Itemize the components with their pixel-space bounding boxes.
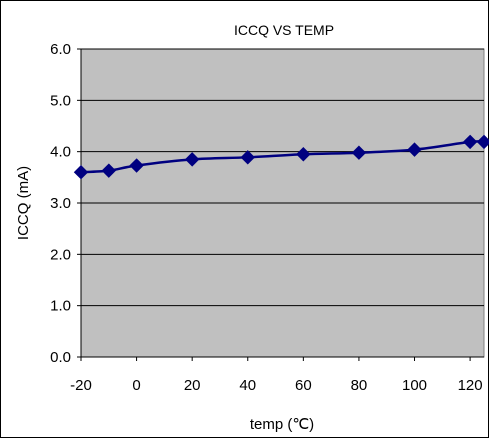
x-tick-label: 40 xyxy=(239,377,256,394)
x-tick-labels: -20 0 20 40 60 80 100 120 xyxy=(70,377,482,394)
x-tick-label: -20 xyxy=(70,377,92,394)
x-axis-label: temp (℃) xyxy=(250,416,314,433)
y-tick-label: 4.0 xyxy=(50,144,71,161)
y-tick-label: 2.0 xyxy=(50,246,71,263)
chart-title: ICCQ VS TEMP xyxy=(234,22,334,38)
y-axis-label: ICCQ (mA) xyxy=(15,166,32,240)
y-tick-label: 1.0 xyxy=(50,298,71,315)
y-tick-label: 5.0 xyxy=(50,92,71,109)
y-tick-label: 3.0 xyxy=(50,195,71,212)
x-tick-label: 80 xyxy=(351,377,368,394)
x-tick-label: 120 xyxy=(458,377,483,394)
y-tick-label: 6.0 xyxy=(50,41,71,58)
y-tick-labels: 0.0 1.0 2.0 3.0 4.0 5.0 6.0 xyxy=(50,41,71,366)
x-tick-label: 60 xyxy=(295,377,312,394)
y-tick-label: 0.0 xyxy=(50,349,71,366)
x-tick-label: 100 xyxy=(402,377,427,394)
x-tick-label: 0 xyxy=(132,377,140,394)
x-tick-label: 20 xyxy=(184,377,201,394)
